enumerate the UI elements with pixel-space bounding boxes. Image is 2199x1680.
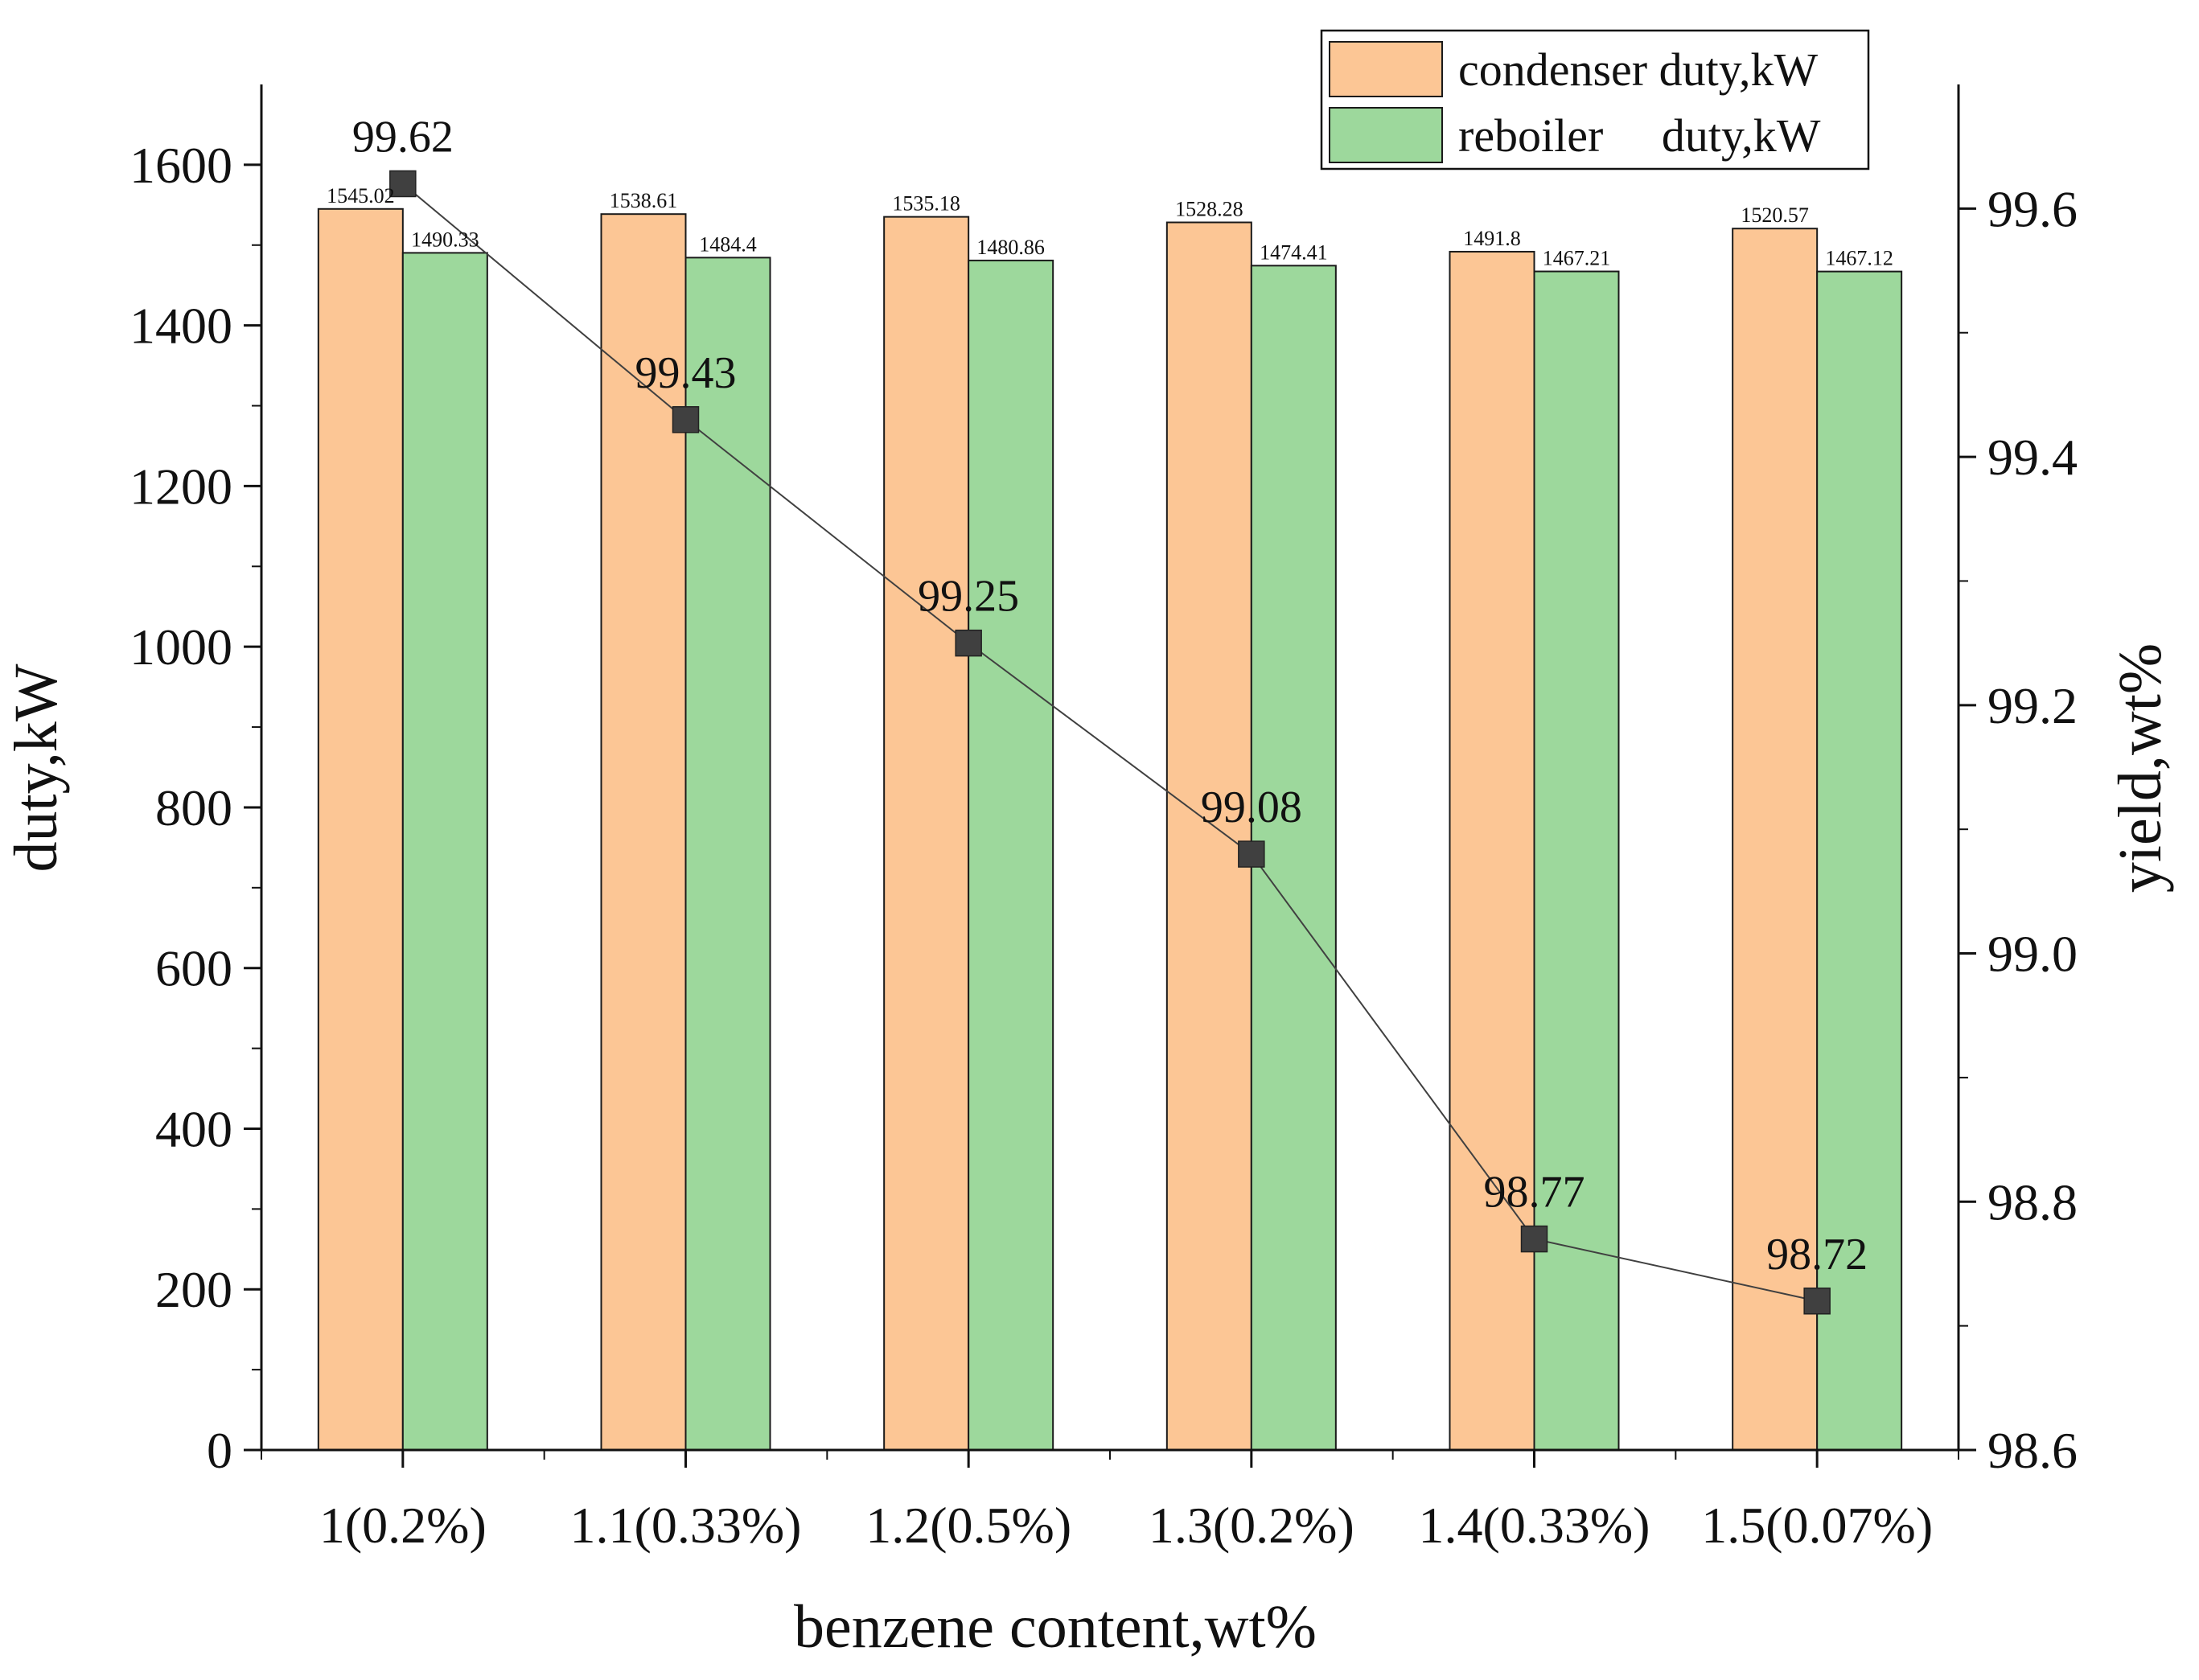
reboiler-bar bbox=[968, 259, 1054, 1451]
legend-swatch-reboiler bbox=[1329, 107, 1443, 163]
condenser-bar bbox=[317, 207, 404, 1451]
bar-layer bbox=[317, 207, 1903, 1452]
reboiler-bar bbox=[1250, 265, 1337, 1451]
left-tick-label: 800 bbox=[155, 779, 232, 836]
yield-point bbox=[1520, 1225, 1548, 1253]
left-tick-label: 1000 bbox=[129, 618, 232, 676]
reboiler-value-label: 1467.12 bbox=[1825, 247, 1893, 270]
yield-point bbox=[955, 629, 982, 657]
reboiler-value-label: 1490.33 bbox=[411, 228, 479, 251]
condenser-bar bbox=[1449, 250, 1535, 1451]
condenser-value-label: 1520.57 bbox=[1741, 203, 1809, 227]
reboiler-bar bbox=[684, 257, 771, 1452]
condenser-value-label: 1528.28 bbox=[1175, 198, 1243, 221]
yield-value-label: 98.72 bbox=[1766, 1230, 1868, 1280]
reboiler-bar bbox=[1816, 270, 1903, 1451]
right-tick-label: 99.2 bbox=[1987, 677, 2078, 734]
y-axis-title: duty,kW bbox=[2, 663, 70, 872]
condenser-value-label: 1538.61 bbox=[610, 189, 678, 212]
x-tick-label: 1.1(0.33%) bbox=[570, 1497, 802, 1554]
condenser-value-label: 1535.18 bbox=[892, 192, 960, 216]
y2-axis-title: yield,wt% bbox=[2107, 643, 2174, 893]
yield-point bbox=[1803, 1288, 1831, 1315]
reboiler-bar bbox=[401, 252, 488, 1451]
right-tick-label: 98.6 bbox=[1987, 1422, 2078, 1479]
right-tick-label: 99.4 bbox=[1987, 429, 2078, 486]
legend: condenser duty,kW reboiler duty,kW bbox=[1320, 29, 1870, 170]
right-tick-label: 99.6 bbox=[1987, 180, 2078, 237]
condenser-value-label: 1545.02 bbox=[327, 184, 395, 207]
yield-value-label: 99.25 bbox=[918, 572, 1019, 622]
x-tick-label: 1.4(0.33%) bbox=[1419, 1497, 1650, 1554]
reboiler-bar bbox=[1533, 270, 1620, 1452]
condenser-bar bbox=[600, 213, 687, 1452]
left-tick-label: 1400 bbox=[129, 298, 232, 355]
yield-line-layer bbox=[389, 170, 1831, 1315]
right-tick-label: 99.0 bbox=[1987, 926, 2078, 983]
legend-label-condenser: condenser duty,kW bbox=[1458, 43, 1818, 96]
right-tick-label: 98.8 bbox=[1987, 1173, 2078, 1230]
condenser-bar bbox=[883, 216, 970, 1451]
legend-label-reboiler: reboiler duty,kW bbox=[1458, 109, 1821, 162]
yield-value-label: 98.77 bbox=[1484, 1168, 1585, 1218]
reboiler-value-label: 1467.21 bbox=[1543, 247, 1611, 270]
axes-layer: 0 200 400 600 800 1000 1200 1400 1600 98.6 98.8 99.… bbox=[2, 84, 2174, 1661]
yield-point bbox=[672, 406, 700, 433]
left-tick-label: 1600 bbox=[129, 137, 232, 194]
yield-value-label: 99.08 bbox=[1201, 782, 1302, 832]
left-tick-label: 1200 bbox=[129, 458, 232, 515]
x-tick-label: 1.2(0.5%) bbox=[865, 1497, 1071, 1554]
x-tick-label: 1.3(0.2%) bbox=[1149, 1497, 1354, 1554]
reboiler-value-label: 1474.41 bbox=[1260, 240, 1328, 264]
legend-swatch-condenser bbox=[1329, 41, 1443, 97]
yield-value-label: 99.43 bbox=[635, 348, 737, 398]
reboiler-value-label: 1480.86 bbox=[976, 236, 1045, 259]
left-tick-label: 600 bbox=[155, 940, 232, 997]
yield-point bbox=[389, 170, 417, 198]
condenser-value-label: 1491.8 bbox=[1463, 227, 1521, 250]
x-tick-label: 1.5(0.07%) bbox=[1701, 1497, 1933, 1554]
label-layer: 1545.02 1490.33 1538.61 1484.4 1535.18 1480.8… bbox=[327, 112, 1893, 1279]
condenser-bar bbox=[1732, 228, 1819, 1452]
left-tick-label: 200 bbox=[155, 1261, 232, 1318]
left-tick-label: 0 bbox=[207, 1422, 232, 1479]
yield-value-label: 99.62 bbox=[352, 112, 454, 162]
yield-point bbox=[1238, 840, 1265, 868]
reboiler-value-label: 1484.4 bbox=[699, 232, 757, 256]
x-tick-label: 1(0.2%) bbox=[319, 1497, 487, 1554]
condenser-bar bbox=[1165, 221, 1252, 1452]
yield-line bbox=[402, 183, 1818, 1302]
left-tick-label: 400 bbox=[155, 1100, 232, 1157]
x-axis-title: benzene content,wt% bbox=[794, 1593, 1317, 1661]
